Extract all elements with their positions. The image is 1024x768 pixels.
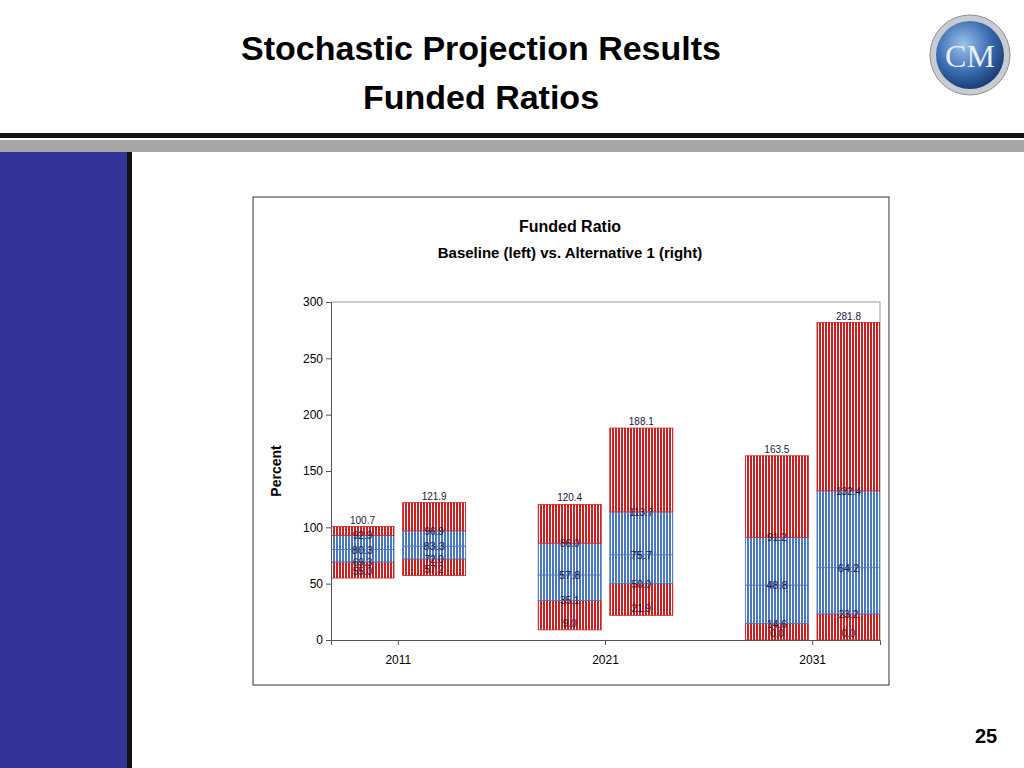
range-segment	[817, 568, 880, 614]
y-axis: 0 50 100 150 200 250 300	[303, 295, 332, 647]
data-label: 75.7	[631, 549, 652, 561]
y-tick-mark	[326, 640, 331, 641]
data-label: 163.5	[764, 444, 789, 455]
range-segment	[610, 428, 673, 512]
x-tick: 2031	[799, 640, 826, 667]
header-rule	[0, 133, 1024, 138]
y-tick: 0	[316, 633, 331, 647]
logo-ring	[930, 15, 1010, 95]
y-axis-line	[326, 303, 332, 641]
data-label: 14.6	[767, 619, 787, 630]
data-label: 121.9	[422, 491, 447, 502]
data-label: 50.0	[632, 579, 652, 590]
data-label: 92.9	[353, 530, 373, 541]
data-labels: 55.069.380.392.9100.79.035.157.886.0120.…	[350, 311, 861, 639]
data-label: 113.7	[629, 507, 654, 518]
x-tick: 2021	[592, 640, 619, 667]
y-tick-label: 150	[303, 464, 323, 478]
logo	[936, 21, 1004, 89]
x-tick-mark	[812, 640, 813, 645]
data-label: 9.0	[563, 618, 577, 629]
x-tick: 2011	[385, 640, 411, 667]
y-tick-mark	[326, 302, 331, 303]
x-tick-label: 2011	[385, 653, 411, 667]
y-axis-title: Percent	[268, 445, 284, 497]
data-label: 64.2	[838, 562, 859, 574]
range-segment	[745, 456, 808, 537]
chart-frame	[253, 197, 889, 685]
y-tick-label: 250	[303, 352, 323, 366]
y-tick: 250	[303, 352, 331, 366]
background	[0, 0, 1024, 768]
side-bar	[0, 152, 127, 768]
data-label: 23.2	[839, 609, 859, 620]
page: Stochastic Projection Results Funded Rati…	[0, 0, 1024, 768]
page-number: 25	[975, 725, 997, 747]
y-tick: 200	[303, 408, 331, 422]
header-band	[0, 140, 1024, 152]
data-label: 48.8	[766, 579, 787, 591]
data-label: 35.1	[560, 595, 580, 606]
data-label: 57.8	[559, 569, 580, 581]
data-label: 80.3	[352, 544, 373, 556]
plot-frame-top	[331, 302, 880, 303]
y-tick-mark	[326, 527, 331, 528]
y-tick: 50	[310, 577, 331, 591]
data-label: 91.2	[767, 532, 787, 543]
page-title: Stochastic Projection Results	[241, 29, 721, 67]
chart-title: Funded Ratio	[519, 218, 621, 235]
y-tick-label: 100	[303, 521, 323, 535]
data-label: 0.0	[842, 628, 856, 639]
data-label: 86.0	[560, 538, 580, 549]
y-tick-label: 0	[316, 633, 323, 647]
y-tick-mark	[326, 584, 331, 585]
y-tick-label: 300	[303, 295, 323, 309]
chart-subtitle: Baseline (left) vs. Alternative 1 (right…	[438, 244, 703, 261]
side-bar-edge	[127, 152, 132, 768]
x-tick-mark	[605, 640, 606, 645]
data-label: 72.0	[424, 554, 444, 565]
y-tick-mark	[326, 358, 331, 359]
logo-text: CM	[945, 38, 995, 74]
range-segment	[745, 537, 808, 585]
data-label: 57.2	[424, 564, 444, 575]
x-tick-mark	[398, 640, 399, 645]
data-label: 281.8	[836, 311, 861, 322]
data-label: 100.7	[350, 515, 375, 526]
y-tick-mark	[326, 471, 331, 472]
range-segment	[817, 491, 880, 568]
data-label: 0.0	[770, 628, 784, 639]
data-label: 96.9	[424, 526, 444, 537]
data-label: 83.3	[423, 540, 444, 552]
data-label: 120.4	[557, 492, 582, 503]
y-tick: 150	[303, 464, 331, 478]
y-tick: 100	[303, 521, 331, 535]
y-tick-label: 50	[310, 577, 324, 591]
data-label: 21.9	[632, 603, 652, 614]
y-tick-label: 200	[303, 408, 323, 422]
y-tick: 300	[303, 295, 331, 309]
data-label: 132.4	[836, 486, 861, 497]
x-axis: 2011 2021 2031	[332, 640, 881, 667]
x-axis-line	[332, 641, 881, 646]
page-title: Funded Ratios	[363, 78, 599, 116]
x-tick-label: 2021	[592, 653, 619, 667]
x-tick-label: 2031	[799, 653, 826, 667]
range-segment	[817, 323, 880, 491]
data-label: 188.1	[629, 416, 654, 427]
data-label: 69.3	[353, 557, 373, 568]
bars	[331, 323, 880, 640]
y-tick-mark	[326, 415, 331, 416]
